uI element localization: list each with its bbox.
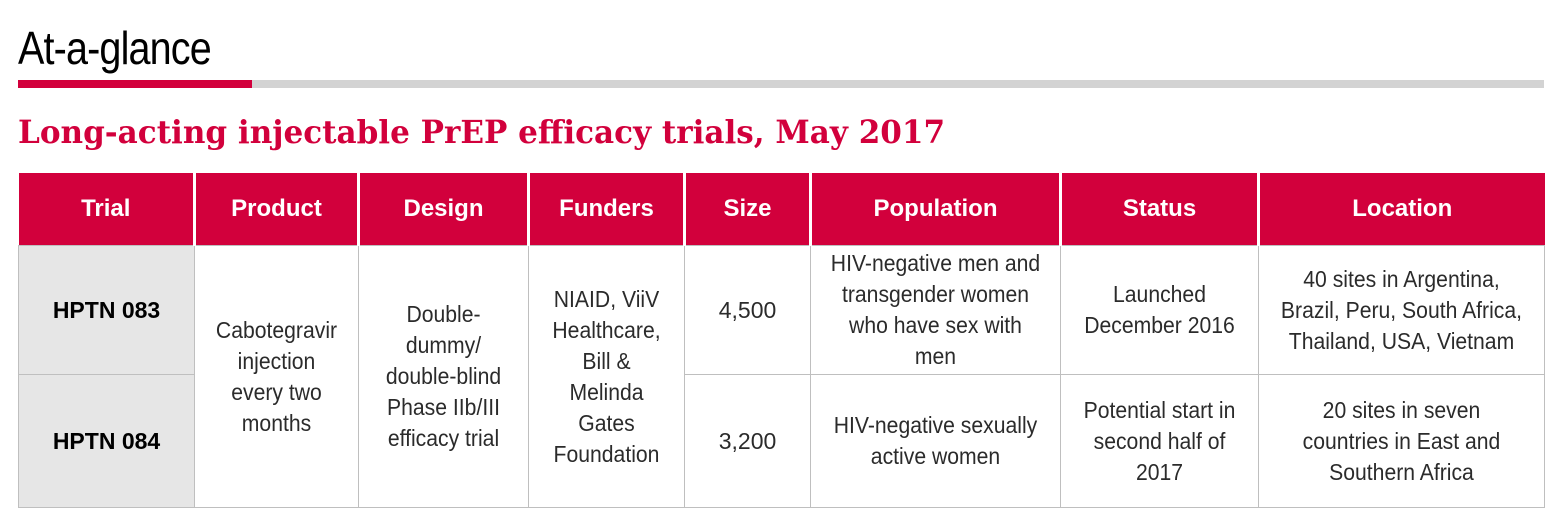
trial-name-cell: HPTN 084	[18, 374, 195, 508]
table-header-row: Trial Product Design Funders Size Popula…	[18, 173, 1545, 246]
trials-table: Trial Product Design Funders Size Popula…	[18, 173, 1545, 508]
status-text: Launched December 2016	[1084, 281, 1235, 338]
page-title: At-a-glance	[18, 22, 212, 74]
design-text: Double-dummy/ double-blind Phase IIb/III…	[385, 301, 502, 451]
header-divider	[18, 80, 1544, 88]
product-text: Cabotegravir injection every two months	[215, 316, 338, 436]
table-title: Long-acting injectable PrEP efficacy tri…	[18, 113, 946, 151]
column-header-trial: Trial	[18, 173, 196, 246]
population-text: HIV-negative men and transgender women w…	[830, 250, 1041, 369]
header-accent-bar	[18, 80, 252, 88]
location-text: 40 sites in Argentina, Brazil, Peru, Sou…	[1280, 265, 1523, 354]
page-header: At-a-glance	[18, 14, 1544, 92]
table-row: HPTN 083 Cabotegravir injection every tw…	[18, 245, 1545, 508]
location-cell: 40 sites in Argentina, Brazil, Peru, Sou…	[1258, 245, 1545, 375]
column-header-status: Status	[1060, 173, 1260, 246]
column-header-size: Size	[684, 173, 812, 246]
population-cell: HIV-negative men and transgender women w…	[810, 245, 1061, 375]
funders-cell: NIAID, ViiV Healthcare, Bill & Melinda G…	[528, 245, 685, 508]
column-header-location: Location	[1258, 173, 1545, 246]
status-text: Potential start in second half of 2017	[1083, 396, 1236, 485]
location-text: 20 sites in seven countries in East and …	[1302, 396, 1501, 485]
funders-text: NIAID, ViiV Healthcare, Bill & Melinda G…	[552, 285, 661, 467]
location-cell: 20 sites in seven countries in East and …	[1258, 374, 1545, 508]
trial-name-cell: HPTN 083	[18, 245, 195, 375]
size-cell: 4,500	[684, 245, 811, 375]
population-cell: HIV-negative sexually active women	[810, 374, 1061, 508]
population-text: HIV-negative sexually active women	[833, 412, 1038, 469]
status-cell: Launched December 2016	[1060, 245, 1259, 375]
column-header-product: Product	[194, 173, 360, 246]
column-header-population: Population	[810, 173, 1062, 246]
table-row: HPTN 084 3,200 HIV-negative sexually act…	[18, 374, 1545, 508]
size-cell: 3,200	[684, 374, 811, 508]
design-cell: Double-dummy/ double-blind Phase IIb/III…	[358, 245, 529, 508]
status-cell: Potential start in second half of 2017	[1060, 374, 1259, 508]
column-header-design: Design	[358, 173, 530, 246]
column-header-funders: Funders	[528, 173, 686, 246]
product-cell: Cabotegravir injection every two months	[194, 245, 359, 508]
